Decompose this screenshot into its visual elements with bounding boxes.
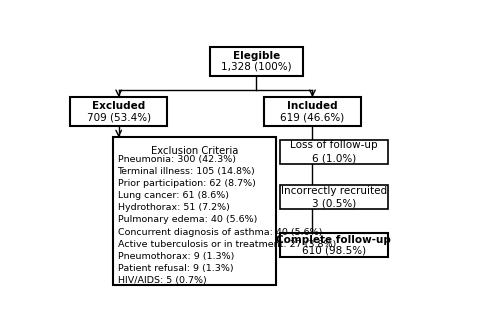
Text: Incorrectly recruited
3 (0.5%): Incorrectly recruited 3 (0.5%) <box>280 186 387 209</box>
FancyBboxPatch shape <box>280 233 388 257</box>
Text: Pneumonia: 300 (42.3%): Pneumonia: 300 (42.3%) <box>118 155 236 164</box>
Text: Included: Included <box>287 101 338 111</box>
Text: Complete follow-up: Complete follow-up <box>276 235 391 245</box>
Text: Pulmonary edema: 40 (5.6%): Pulmonary edema: 40 (5.6%) <box>118 215 257 225</box>
Text: Pneumothorax: 9 (1.3%): Pneumothorax: 9 (1.3%) <box>118 252 234 261</box>
FancyBboxPatch shape <box>70 97 167 126</box>
Text: 619 (46.6%): 619 (46.6%) <box>280 112 344 122</box>
Text: Exclusion Criteria: Exclusion Criteria <box>150 146 238 156</box>
FancyBboxPatch shape <box>264 97 361 126</box>
FancyBboxPatch shape <box>113 137 276 285</box>
Text: Active tuberculosis or in treatment: 27 (3.8%): Active tuberculosis or in treatment: 27 … <box>118 240 336 249</box>
Text: Lung cancer: 61 (8.6%): Lung cancer: 61 (8.6%) <box>118 191 228 200</box>
FancyBboxPatch shape <box>280 185 388 209</box>
Text: HIV/AIDS: 5 (0.7%): HIV/AIDS: 5 (0.7%) <box>118 276 206 285</box>
Text: Loss of follow-up
6 (1.0%): Loss of follow-up 6 (1.0%) <box>290 140 378 164</box>
Text: 1,328 (100%): 1,328 (100%) <box>221 62 292 72</box>
Text: Concurrent diagnosis of asthma: 40 (5.6%): Concurrent diagnosis of asthma: 40 (5.6%… <box>118 228 322 236</box>
Text: Hydrothorax: 51 (7.2%): Hydrothorax: 51 (7.2%) <box>118 203 230 213</box>
Text: Elegible: Elegible <box>232 51 280 61</box>
Text: Prior participation: 62 (8.7%): Prior participation: 62 (8.7%) <box>118 179 256 188</box>
Text: Excluded: Excluded <box>92 101 146 111</box>
Text: 709 (53.4%): 709 (53.4%) <box>86 112 151 122</box>
Text: Terminal illness: 105 (14.8%): Terminal illness: 105 (14.8%) <box>118 167 256 176</box>
Text: 610 (98.5%): 610 (98.5%) <box>302 246 366 255</box>
Text: Patient refusal: 9 (1.3%): Patient refusal: 9 (1.3%) <box>118 264 233 273</box>
FancyBboxPatch shape <box>210 47 303 76</box>
FancyBboxPatch shape <box>280 140 388 164</box>
